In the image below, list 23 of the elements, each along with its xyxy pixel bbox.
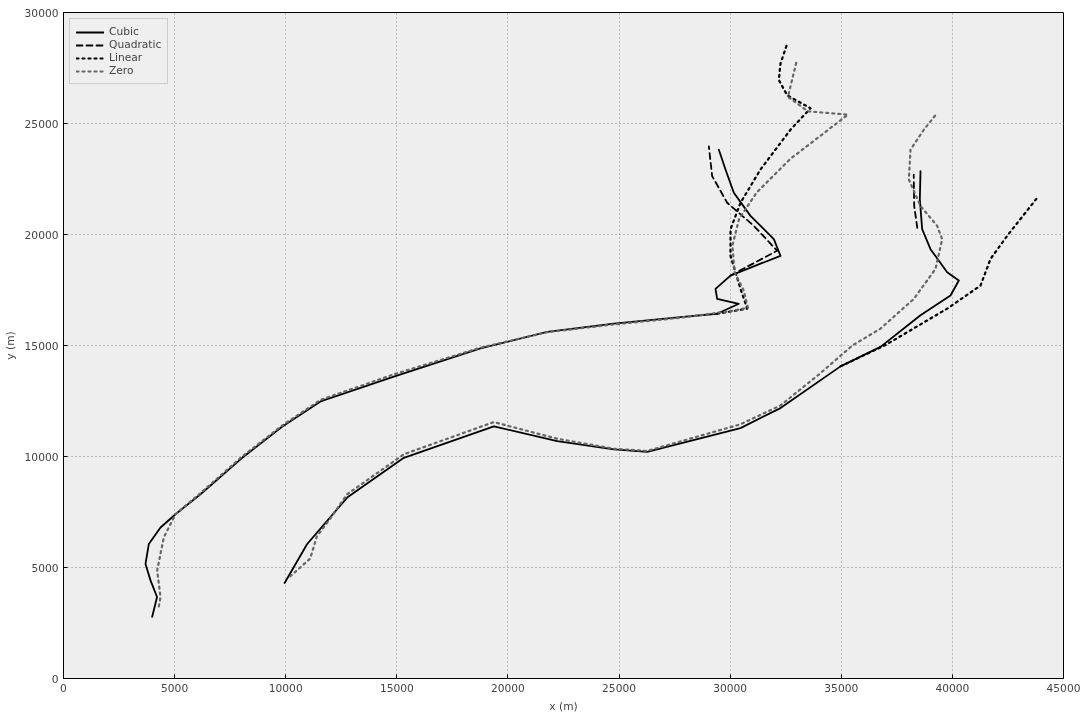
x-tick-label: 25000 — [602, 681, 637, 695]
legend-label: Quadratic — [109, 38, 162, 51]
x-tick-label: 15000 — [379, 681, 414, 695]
y-tick-label: 20000 — [24, 228, 59, 242]
x-axis-title: x (m) — [549, 699, 578, 713]
y-tick-label: 15000 — [24, 339, 59, 353]
x-tick-label: 45000 — [1046, 681, 1081, 695]
x-tick-label: 40000 — [935, 681, 970, 695]
y-tick-label: 25000 — [24, 117, 59, 131]
y-tick-label: 0 — [51, 672, 59, 686]
x-tick-label: 30000 — [713, 681, 748, 695]
x-tick-label: 20000 — [490, 681, 526, 695]
x-tick-label: 5000 — [161, 681, 189, 695]
legend-label: Linear — [109, 51, 143, 64]
x-tick-label: 35000 — [824, 681, 859, 695]
y-tick-label: 5000 — [31, 561, 59, 575]
legend-label: Cubic — [109, 25, 139, 38]
x-tick-label: 10000 — [268, 681, 303, 695]
y-tick-label: 30000 — [24, 6, 59, 20]
legend-label: Zero — [109, 64, 134, 77]
y-axis-title: y (m) — [3, 331, 17, 360]
y-tick-label: 10000 — [24, 450, 59, 464]
x-tick-label: 0 — [60, 681, 68, 695]
